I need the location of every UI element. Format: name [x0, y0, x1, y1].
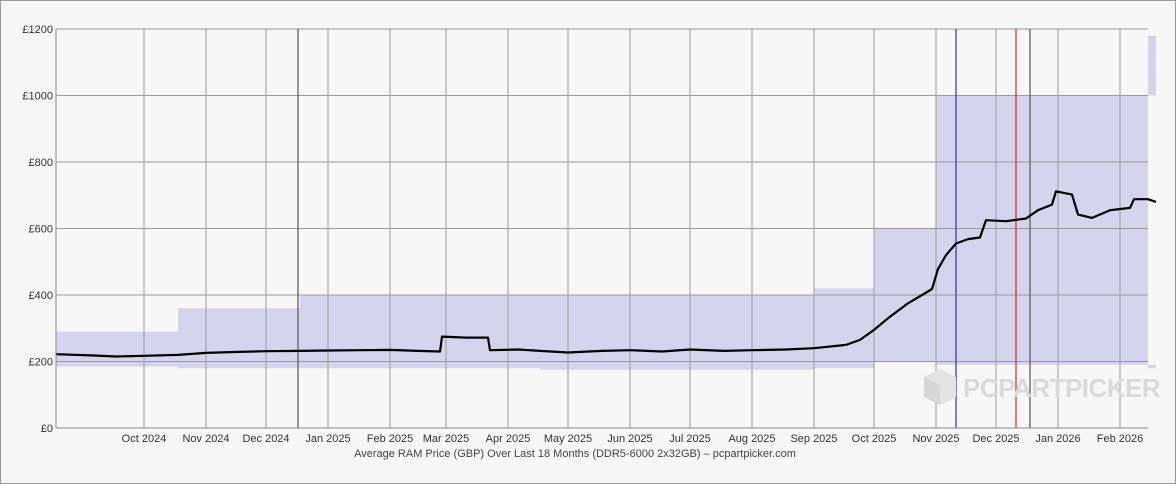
watermark-text: PCPARTPICKER: [963, 373, 1161, 403]
x-tick-label: Feb 2026: [1097, 433, 1143, 445]
x-tick-label: Nov 2025: [912, 433, 959, 445]
x-tick-label: Jul 2025: [669, 433, 711, 445]
y-tick-label: £1000: [22, 91, 53, 103]
x-tick-label: Aug 2025: [728, 433, 775, 445]
watermark-logo-icon: [924, 369, 956, 405]
y-tick-label: £400: [29, 290, 53, 302]
x-tick-label: Oct 2024: [122, 433, 167, 445]
axes: £0 £200 £400 £600 £800 £1000 £1200 Oct 2024 Nov …: [22, 24, 1148, 445]
price-range-envelope: [56, 35, 1156, 370]
x-tick-label: Mar 2025: [423, 433, 469, 445]
watermark: PCPARTPICKER: [924, 369, 1161, 405]
x-tick-label: Dec 2025: [972, 433, 1019, 445]
y-tick-label: £800: [29, 157, 53, 169]
series-line: [55, 190, 1157, 358]
x-tick-label: Apr 2025: [486, 433, 531, 445]
x-axis-caption: Average RAM Price (GBP) Over Last 18 Mon…: [354, 448, 796, 460]
vertical-markers: [297, 29, 1031, 428]
x-tick-label: Feb 2025: [367, 433, 413, 445]
price-range-band: [56, 35, 1156, 370]
y-tick-label: £1200: [22, 24, 53, 36]
x-tick-label: Jan 2025: [305, 433, 350, 445]
price-range-tint: [56, 35, 1156, 370]
x-tick-label: Oct 2025: [852, 433, 897, 445]
gridlines: [56, 28, 1148, 429]
x-tick-label: Nov 2024: [182, 433, 229, 445]
x-tick-label: Dec 2024: [242, 433, 289, 445]
y-tick-label: £200: [29, 357, 53, 369]
y-tick-label: £0: [41, 423, 53, 435]
average-price-line: [55, 190, 1157, 358]
x-tick-label: May 2025: [544, 433, 592, 445]
x-tick-label: Sep 2025: [790, 433, 837, 445]
x-tick-label: Jan 2026: [1035, 433, 1080, 445]
y-tick-label: £600: [29, 224, 53, 236]
x-tick-label: Jun 2025: [607, 433, 652, 445]
